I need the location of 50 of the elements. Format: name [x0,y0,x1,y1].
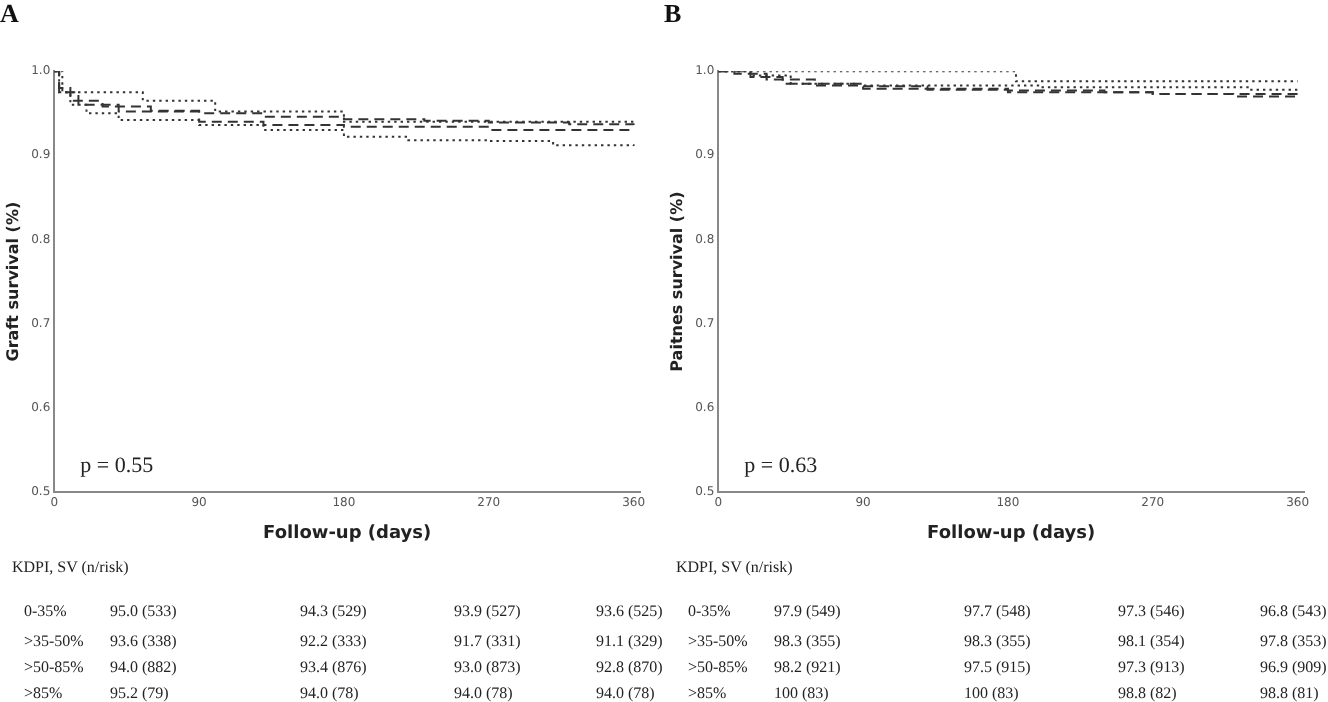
text: 93.9 (527) [454,602,521,620]
text: 97.5 (915) [964,658,1031,676]
text: >50-85% [24,658,84,676]
text: 91.7 (331) [454,632,521,650]
text: 97.3 (913) [1118,658,1185,676]
text: KDPI, SV (n/risk) [676,558,793,576]
y-axis-title: Graft survival (%) [3,201,22,362]
text: 96.8 (543) [1260,602,1327,620]
text: 0-35% [24,602,67,620]
text: 98.8 (81) [1260,684,1319,702]
text: 98.1 (354) [1118,632,1185,650]
text: 93.0 (873) [454,658,521,676]
text: 93.4 (876) [300,658,367,676]
text: >35-50% [24,632,84,650]
text: 92.2 (333) [300,632,367,650]
text: 96.9 (909) [1260,658,1327,676]
x-axis-title: Follow-up (days) [927,523,1096,544]
text: 98.8 (82) [1118,684,1177,702]
text: 98.3 (355) [774,632,841,650]
text: 93.6 (338) [110,632,177,650]
text: 95.0 (533) [110,602,177,620]
text: 97.7 (548) [964,602,1031,620]
text: 95.2 (79) [110,684,169,702]
text: >50-85% [688,658,748,676]
x-axis-title: Follow-up (days) [263,523,432,544]
text: 100 (83) [964,684,1019,702]
chart-title: B [664,0,682,29]
text: 97.9 (549) [774,602,841,620]
annotation: p = 0.63 [744,454,819,478]
text: 94.3 (529) [300,602,367,620]
text: 98.3 (355) [964,632,1031,650]
text: 97.8 (353) [1260,632,1327,650]
text: >85% [688,684,727,702]
text: 98.2 (921) [774,658,841,676]
y-axis-title: Paitnes survival (%) [667,191,686,372]
text: 91.1 (329) [596,632,663,650]
text: 100 (83) [774,684,829,702]
text: KDPI, SV (n/risk) [12,558,129,576]
text: >85% [24,684,63,702]
text: 93.6 (525) [596,602,663,620]
text: >35-50% [688,632,748,650]
text: 94.0 (78) [300,684,359,702]
text: 92.8 (870) [596,658,663,676]
text: 94.0 (78) [454,684,513,702]
text: 0-35% [688,602,731,620]
text: 97.3 (546) [1118,602,1185,620]
text: 94.0 (882) [110,658,177,676]
annotation: p = 0.55 [80,454,155,478]
chart-title: A [0,0,20,29]
text: 94.0 (78) [596,684,655,702]
